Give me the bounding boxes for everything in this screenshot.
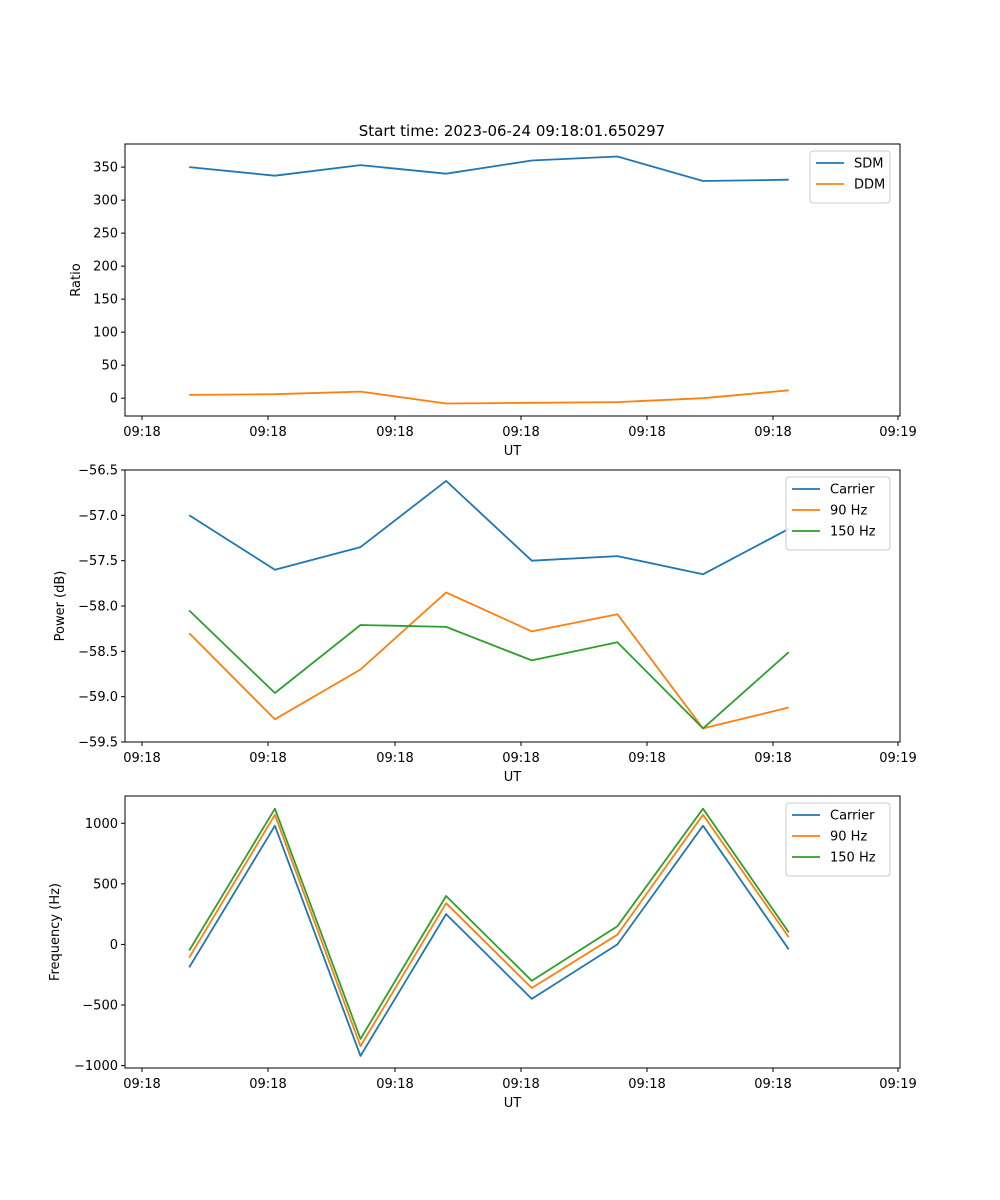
legend-label: SDM [854,157,883,172]
series-line-150-hz [188,609,790,730]
series-line-90-hz [188,813,790,1048]
legend-box [809,150,891,204]
y-axis-label: Ratio [69,263,84,296]
series-line-carrier [188,479,790,576]
chart-title: Start time: 2023-06-24 09:18:01.650297 [359,122,665,140]
y-axis-label: Power (dB) [53,571,68,642]
subplot-1: 0 50 100 150 200 250 300 350 09:18 09:18 09:18 09:1… [69,143,917,459]
x-tick-label: 09:18 [754,425,791,440]
x-tick-label: 09:18 [123,1077,160,1092]
y-tick-label: 300 [93,194,118,209]
x-tick-label: 09:18 [376,425,413,440]
y-tick-label: 0 [110,938,118,953]
y-tick-label: −59.0 [78,690,118,705]
x-tick-label: 09:18 [376,1077,413,1092]
x-tick-label: 09:18 [628,1077,665,1092]
x-axis-label: UT [504,1096,522,1111]
legend-label: 90 Hz [830,504,867,519]
legend-label: 90 Hz [830,830,867,845]
y-axis-label: Frequency (Hz) [48,883,63,981]
y-tick-label: 0 [110,392,118,407]
legend-label: 150 Hz [830,525,876,540]
x-tick-label: 09:18 [123,425,160,440]
y-tick-label: 1000 [85,817,118,832]
legend-label: 150 Hz [830,851,876,866]
axes-frame [124,795,901,1069]
x-axis-label: UT [504,444,522,459]
y-tick-label: 500 [93,877,118,892]
x-tick-label: 09:18 [249,1077,286,1092]
y-tick-label: 100 [93,326,118,341]
x-tick-label: 09:18 [249,751,286,766]
x-tick-label: 09:18 [502,425,539,440]
y-tick-label: −59.5 [78,736,118,751]
y-tick-label: 50 [101,359,118,374]
y-tick-label: 350 [93,161,118,176]
legend: SDM DDM [809,150,891,204]
y-tick-label: −57.0 [78,509,118,524]
x-tick-label: 09:19 [879,751,916,766]
x-tick-label: 09:19 [879,1077,916,1092]
legend: Carrier 90 Hz 150 Hz [785,802,891,877]
x-tick-label: 09:18 [502,1077,539,1092]
x-tick-label: 09:19 [879,425,916,440]
y-tick-label: 200 [93,260,118,275]
legend-label: DDM [854,178,885,193]
legend-label: Carrier [830,809,875,824]
subplot-3: −1000 −500 0 500 1000 09:18 09:18 09:18 09:18 09:… [48,795,917,1111]
y-tick-label: 150 [93,293,118,308]
y-tick-label: −500 [82,998,118,1013]
y-tick-label: −56.5 [78,464,118,479]
x-tick-label: 09:18 [754,751,791,766]
x-tick-label: 09:18 [628,425,665,440]
x-tick-label: 09:18 [754,1077,791,1092]
series-line-ddm [189,389,789,405]
y-tick-label: −58.0 [78,600,118,615]
x-tick-label: 09:18 [502,751,539,766]
plots-container: 0 50 100 150 200 250 300 350 09:18 09:18 09:18 09:1… [48,143,917,1111]
series-line-90-hz [188,591,789,730]
y-tick-label: −58.5 [78,645,118,660]
y-tick-label: −57.5 [78,554,118,569]
y-tick-label: 250 [93,227,118,242]
x-tick-label: 09:18 [249,425,286,440]
legend: Carrier 90 Hz 150 Hz [785,476,891,551]
subplot-2: −59.5 −59.0 −58.5 −58.0 −57.5 −57.0 −56.5 09:18… [53,464,917,786]
series-line-sdm [189,155,789,182]
axes-frame [124,143,901,417]
y-tick-label: −1000 [74,1059,118,1074]
x-tick-label: 09:18 [376,751,413,766]
series-line-150-hz [188,807,790,1040]
x-axis-label: UT [504,770,522,785]
x-tick-label: 09:18 [628,751,665,766]
x-tick-label: 09:18 [123,751,160,766]
series-line-carrier [188,824,790,1057]
legend-label: Carrier [830,483,875,498]
